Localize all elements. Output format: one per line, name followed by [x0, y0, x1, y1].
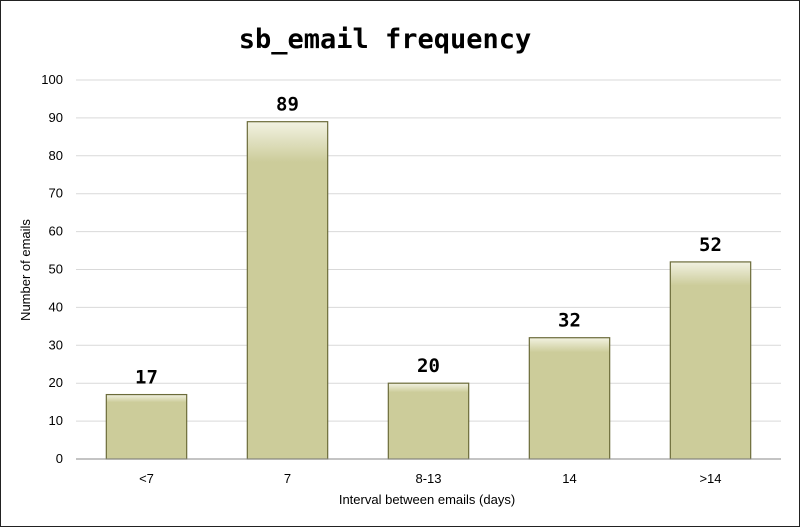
y-tick-label-70: 70	[49, 186, 63, 201]
gridlines	[76, 79, 781, 422]
y-tick-label-10: 10	[49, 413, 63, 428]
y-tick-label-60: 60	[49, 224, 63, 239]
bar-2	[246, 121, 329, 460]
chart-title: sb_email frequency	[239, 24, 532, 55]
y-axis-label: Number of emails	[18, 219, 33, 321]
y-tick-label-0: 0	[56, 451, 63, 466]
x-tick-label-4: 14	[562, 471, 576, 486]
data-label-2: 89	[276, 94, 299, 116]
data-labels: 17 89 20 32 52	[135, 94, 722, 389]
data-label-3: 20	[417, 355, 440, 377]
x-tick-label-1: <7	[139, 471, 154, 486]
y-tick-label-30: 30	[49, 337, 63, 352]
bar-4	[528, 337, 611, 460]
bar-5	[669, 261, 752, 460]
y-tick-label-20: 20	[49, 375, 63, 390]
data-label-5: 52	[699, 234, 722, 256]
y-tick-label-80: 80	[49, 148, 63, 163]
data-label-1: 17	[135, 367, 158, 389]
y-tick-label-50: 50	[49, 262, 63, 277]
x-tick-label-2: 7	[284, 471, 291, 486]
bar-1	[105, 393, 188, 460]
y-axis-ticks: 0 10 20 30 40 50 60 70 80 90 100	[41, 72, 63, 466]
x-axis-ticks: <7 7 8-13 14 >14	[139, 471, 721, 486]
x-axis-label: Interval between emails (days)	[339, 492, 515, 507]
x-tick-label-3: 8-13	[415, 471, 441, 486]
bar-3	[387, 382, 470, 460]
y-tick-label-90: 90	[49, 110, 63, 125]
y-tick-label-40: 40	[49, 299, 63, 314]
data-label-4: 32	[558, 310, 581, 332]
x-tick-label-5: >14	[699, 471, 721, 486]
bars	[105, 121, 752, 460]
y-tick-label-100: 100	[41, 72, 63, 87]
